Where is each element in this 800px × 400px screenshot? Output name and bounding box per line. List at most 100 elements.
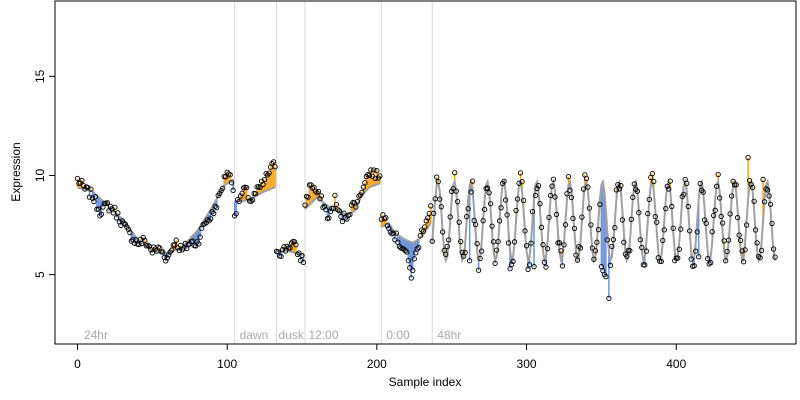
data-point <box>676 246 682 252</box>
data-point <box>543 264 549 270</box>
data-point <box>293 242 299 248</box>
data-point <box>121 220 127 226</box>
data-point <box>636 210 642 216</box>
data-point <box>576 243 582 250</box>
data-point <box>487 201 494 207</box>
phase-label: dusk <box>279 328 305 342</box>
data-point <box>163 258 169 264</box>
data-point <box>631 181 637 187</box>
data-point <box>645 210 651 217</box>
data-point <box>709 229 715 235</box>
data-point <box>228 180 235 186</box>
data-point <box>452 170 458 176</box>
data-point <box>660 237 666 244</box>
data-point <box>248 198 254 204</box>
data-point <box>475 267 482 273</box>
data-point <box>97 213 103 219</box>
data-point <box>181 245 187 251</box>
data-point <box>282 248 289 254</box>
data-point <box>654 219 660 225</box>
data-point <box>684 180 690 186</box>
data-point <box>196 241 202 247</box>
data-point <box>458 238 464 245</box>
data-point <box>739 248 745 254</box>
data-point <box>390 230 396 236</box>
data-point <box>531 264 537 270</box>
data-point <box>484 185 491 191</box>
phase-labels: 24hr dawn dusk 12:00 0:00 48hr <box>84 328 461 342</box>
data-point <box>354 199 361 205</box>
data-point <box>770 246 777 252</box>
data-point <box>705 255 711 262</box>
data-point <box>444 243 450 250</box>
data-point <box>272 164 278 170</box>
data-point <box>643 248 649 254</box>
data-point <box>715 171 721 178</box>
data-point <box>766 193 772 199</box>
data-point <box>465 206 471 212</box>
data-point <box>419 227 425 233</box>
data-point <box>401 246 407 252</box>
data-point <box>139 240 145 247</box>
data-point <box>434 174 440 180</box>
data-point <box>489 223 495 229</box>
data-point <box>772 254 778 260</box>
data-point <box>341 210 347 216</box>
data-point <box>291 239 298 245</box>
data-point <box>347 211 353 218</box>
data-point <box>467 258 473 264</box>
data-point <box>627 248 633 254</box>
y-tick-label: 15 <box>33 69 47 83</box>
data-point <box>706 261 712 267</box>
data-point <box>711 212 717 219</box>
data-point <box>86 194 93 200</box>
data-point <box>594 239 600 245</box>
data-point <box>446 237 452 243</box>
data-point <box>550 176 557 182</box>
data-point <box>525 266 531 272</box>
data-point <box>285 245 292 251</box>
data-point <box>377 173 383 179</box>
data-point <box>470 178 476 184</box>
data-point <box>760 176 766 183</box>
data-point <box>719 220 726 226</box>
data-point <box>552 194 558 200</box>
data-point <box>266 170 272 176</box>
data-point <box>642 262 648 268</box>
data-point <box>462 249 468 256</box>
data-point <box>570 215 576 222</box>
data-point <box>270 159 277 165</box>
data-point <box>646 196 652 203</box>
data-point <box>472 221 479 228</box>
data-point <box>453 188 459 194</box>
y-tick-label: 10 <box>33 168 47 182</box>
data-point <box>505 240 512 246</box>
data-point <box>140 234 146 241</box>
data-point <box>610 236 617 243</box>
data-point <box>519 179 525 185</box>
data-point <box>362 180 368 186</box>
data-point <box>634 188 640 194</box>
data-point <box>178 242 184 249</box>
data-point <box>411 256 417 262</box>
data-point <box>501 178 507 184</box>
data-point <box>609 243 615 250</box>
data-point <box>652 213 658 220</box>
data-point <box>227 172 233 178</box>
data-point <box>580 186 587 192</box>
data-point <box>607 262 614 268</box>
data-point <box>496 218 503 224</box>
data-point <box>504 212 510 218</box>
x-tick-label: 100 <box>217 357 237 371</box>
data-point <box>257 184 263 190</box>
data-point <box>603 273 609 280</box>
data-point <box>495 238 501 245</box>
data-point <box>236 198 242 205</box>
data-point <box>95 206 102 212</box>
data-point <box>326 215 332 221</box>
y-axis: 5 10 15 <box>33 69 56 278</box>
data-point <box>408 275 414 281</box>
data-point <box>443 251 449 257</box>
data-point <box>176 247 182 254</box>
